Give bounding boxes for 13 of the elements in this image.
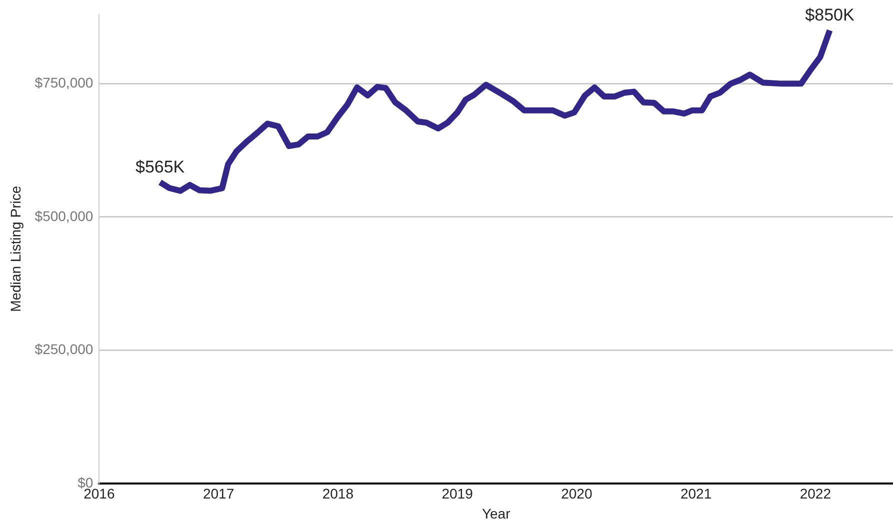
x-tick-label: 2020: [561, 486, 592, 502]
x-tick-label: 2019: [442, 486, 474, 502]
y-tick-label: $250,000: [34, 341, 94, 358]
y-tick-label: $750,000: [34, 74, 94, 91]
annotation: $565K: [135, 157, 186, 176]
y-axis-title: Median Listing Price: [7, 186, 24, 312]
x-axis-title: Year: [482, 505, 511, 522]
x-tick-label: 2022: [800, 486, 832, 502]
x-tick-label: 2018: [322, 486, 354, 502]
x-tick-label: 2021: [680, 486, 712, 502]
annotation: $850K: [805, 6, 855, 25]
x-tick-label: 2017: [202, 486, 234, 502]
y-tick-label: $500,000: [34, 208, 94, 224]
